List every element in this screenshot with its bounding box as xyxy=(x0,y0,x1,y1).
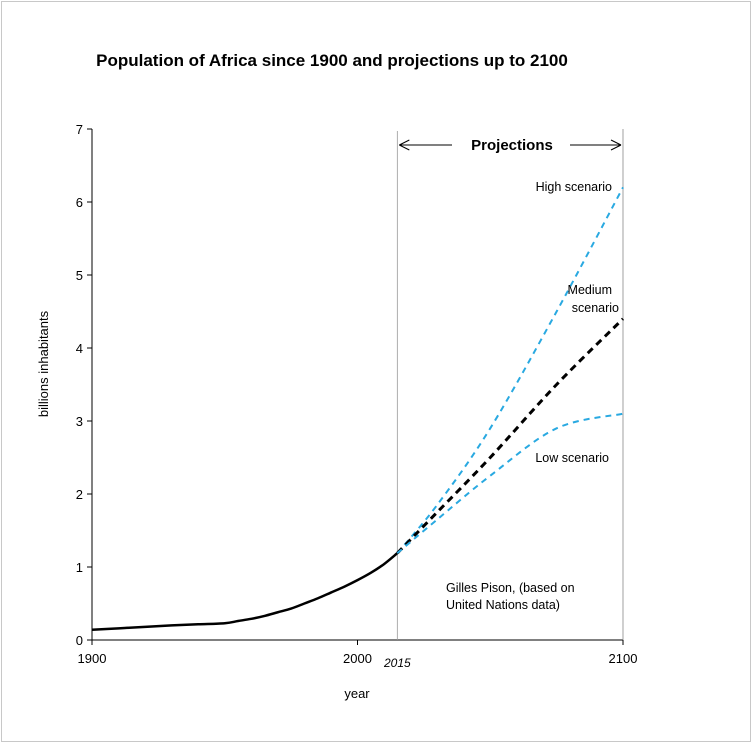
y-tick-label: 5 xyxy=(76,268,83,283)
y-axis-label: billions inhabitants xyxy=(36,310,51,417)
y-tick-label: 2 xyxy=(76,487,83,502)
y-tick-label: 0 xyxy=(76,633,83,648)
series-line-historical xyxy=(91,552,399,632)
projections-arrow-right-head xyxy=(610,139,622,151)
source-note-line1: Gilles Pison, (based on xyxy=(446,581,575,595)
annotation-medium-scenario-line1: Medium xyxy=(568,283,612,297)
x-tick-label: 1900 xyxy=(78,651,107,666)
annotation-low-scenario: Low scenario xyxy=(535,451,609,465)
x-tick-label: 2000 xyxy=(343,651,372,666)
annotation-medium-scenario-line2: scenario xyxy=(572,301,619,315)
projections-label: Projections xyxy=(471,137,553,154)
y-tick-label: 7 xyxy=(76,122,83,137)
series-group xyxy=(91,186,625,632)
y-tick-label: 3 xyxy=(76,414,83,429)
x-tick-label: 2100 xyxy=(609,651,638,666)
axes xyxy=(87,128,624,645)
projection-start-year-label: 2015 xyxy=(383,656,411,670)
series-line-high xyxy=(396,186,624,554)
series-line-medium xyxy=(396,317,625,555)
annotation-high-scenario: High scenario xyxy=(536,180,612,194)
x-axis-label: year xyxy=(344,686,370,701)
y-tick-label: 6 xyxy=(76,195,83,210)
projections-arrow-left-head xyxy=(399,139,410,151)
projection-marker: 2015 xyxy=(383,131,622,670)
tick-labels: 0 1 2 3 4 5 6 7 1900 2000 2100 xyxy=(76,122,638,666)
chart-title: Population of Africa since 1900 and proj… xyxy=(96,51,568,70)
source-note-line2: United Nations data) xyxy=(446,598,560,612)
series-line-low xyxy=(396,412,624,554)
y-tick-label: 4 xyxy=(76,341,83,356)
y-tick-label: 1 xyxy=(76,560,83,575)
